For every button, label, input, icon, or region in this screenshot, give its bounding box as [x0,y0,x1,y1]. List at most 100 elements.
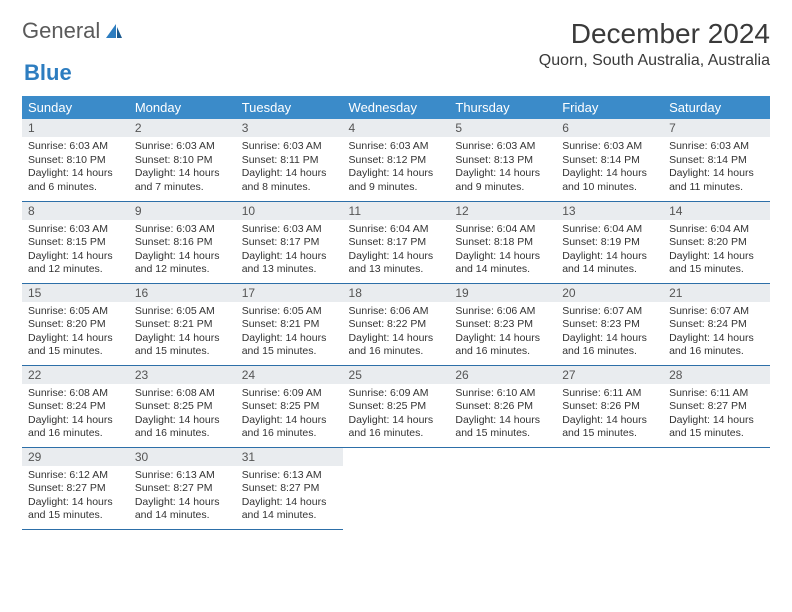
calendar-day-cell: 14Sunrise: 6:04 AMSunset: 8:20 PMDayligh… [663,201,770,283]
weekday-header: Thursday [449,96,556,119]
day-details: Sunrise: 6:04 AMSunset: 8:17 PMDaylight:… [343,220,450,282]
weekday-header: Wednesday [343,96,450,119]
day-details: Sunrise: 6:03 AMSunset: 8:16 PMDaylight:… [129,220,236,282]
calendar-day-cell: 27Sunrise: 6:11 AMSunset: 8:26 PMDayligh… [556,365,663,447]
day-details: Sunrise: 6:06 AMSunset: 8:22 PMDaylight:… [343,302,450,364]
day-number: 13 [556,202,663,220]
day-details: Sunrise: 6:03 AMSunset: 8:13 PMDaylight:… [449,137,556,199]
calendar-week-row: 22Sunrise: 6:08 AMSunset: 8:24 PMDayligh… [22,365,770,447]
day-number: 29 [22,448,129,466]
calendar-day-cell: 16Sunrise: 6:05 AMSunset: 8:21 PMDayligh… [129,283,236,365]
weekday-header: Monday [129,96,236,119]
day-details: Sunrise: 6:03 AMSunset: 8:17 PMDaylight:… [236,220,343,282]
day-number: 26 [449,366,556,384]
day-number: 20 [556,284,663,302]
calendar-week-row: 15Sunrise: 6:05 AMSunset: 8:20 PMDayligh… [22,283,770,365]
day-number: 1 [22,119,129,137]
calendar-day-cell: 23Sunrise: 6:08 AMSunset: 8:25 PMDayligh… [129,365,236,447]
day-number: 23 [129,366,236,384]
day-details: Sunrise: 6:03 AMSunset: 8:10 PMDaylight:… [22,137,129,199]
calendar-day-cell: 22Sunrise: 6:08 AMSunset: 8:24 PMDayligh… [22,365,129,447]
day-number: 31 [236,448,343,466]
day-details: Sunrise: 6:08 AMSunset: 8:25 PMDaylight:… [129,384,236,446]
day-details: Sunrise: 6:08 AMSunset: 8:24 PMDaylight:… [22,384,129,446]
day-number: 22 [22,366,129,384]
day-details: Sunrise: 6:04 AMSunset: 8:20 PMDaylight:… [663,220,770,282]
day-number: 10 [236,202,343,220]
weekday-header: Sunday [22,96,129,119]
calendar-day-cell: 29Sunrise: 6:12 AMSunset: 8:27 PMDayligh… [22,447,129,529]
calendar-day-cell: 8Sunrise: 6:03 AMSunset: 8:15 PMDaylight… [22,201,129,283]
calendar-day-cell: 21Sunrise: 6:07 AMSunset: 8:24 PMDayligh… [663,283,770,365]
logo-word-general: General [22,18,100,44]
day-number: 25 [343,366,450,384]
calendar-day-cell: 15Sunrise: 6:05 AMSunset: 8:20 PMDayligh… [22,283,129,365]
weekday-header: Saturday [663,96,770,119]
calendar-empty-cell [556,447,663,529]
calendar-day-cell: 3Sunrise: 6:03 AMSunset: 8:11 PMDaylight… [236,119,343,201]
calendar-week-row: 8Sunrise: 6:03 AMSunset: 8:15 PMDaylight… [22,201,770,283]
calendar-day-cell: 10Sunrise: 6:03 AMSunset: 8:17 PMDayligh… [236,201,343,283]
day-number: 21 [663,284,770,302]
calendar-day-cell: 2Sunrise: 6:03 AMSunset: 8:10 PMDaylight… [129,119,236,201]
weekday-header: Friday [556,96,663,119]
day-number: 30 [129,448,236,466]
day-number: 14 [663,202,770,220]
calendar-day-cell: 5Sunrise: 6:03 AMSunset: 8:13 PMDaylight… [449,119,556,201]
day-details: Sunrise: 6:12 AMSunset: 8:27 PMDaylight:… [22,466,129,528]
day-details: Sunrise: 6:09 AMSunset: 8:25 PMDaylight:… [236,384,343,446]
calendar-day-cell: 28Sunrise: 6:11 AMSunset: 8:27 PMDayligh… [663,365,770,447]
calendar-empty-cell [343,447,450,529]
logo: General [22,18,126,44]
calendar-empty-cell [449,447,556,529]
day-details: Sunrise: 6:07 AMSunset: 8:23 PMDaylight:… [556,302,663,364]
calendar-day-cell: 1Sunrise: 6:03 AMSunset: 8:10 PMDaylight… [22,119,129,201]
calendar-day-cell: 31Sunrise: 6:13 AMSunset: 8:27 PMDayligh… [236,447,343,529]
day-number: 5 [449,119,556,137]
day-details: Sunrise: 6:03 AMSunset: 8:14 PMDaylight:… [663,137,770,199]
day-number: 9 [129,202,236,220]
day-number: 11 [343,202,450,220]
day-details: Sunrise: 6:03 AMSunset: 8:15 PMDaylight:… [22,220,129,282]
day-details: Sunrise: 6:11 AMSunset: 8:27 PMDaylight:… [663,384,770,446]
day-number: 17 [236,284,343,302]
logo-word-blue: Blue [24,60,72,85]
calendar-day-cell: 26Sunrise: 6:10 AMSunset: 8:26 PMDayligh… [449,365,556,447]
calendar-day-cell: 4Sunrise: 6:03 AMSunset: 8:12 PMDaylight… [343,119,450,201]
calendar-day-cell: 13Sunrise: 6:04 AMSunset: 8:19 PMDayligh… [556,201,663,283]
day-number: 12 [449,202,556,220]
day-number: 7 [663,119,770,137]
day-details: Sunrise: 6:04 AMSunset: 8:18 PMDaylight:… [449,220,556,282]
day-details: Sunrise: 6:03 AMSunset: 8:14 PMDaylight:… [556,137,663,199]
day-details: Sunrise: 6:06 AMSunset: 8:23 PMDaylight:… [449,302,556,364]
logo-sail-icon [104,22,124,40]
calendar-body: 1Sunrise: 6:03 AMSunset: 8:10 PMDaylight… [22,119,770,529]
day-number: 2 [129,119,236,137]
title-block: December 2024 Quorn, South Australia, Au… [539,18,770,78]
day-details: Sunrise: 6:07 AMSunset: 8:24 PMDaylight:… [663,302,770,364]
calendar-day-cell: 11Sunrise: 6:04 AMSunset: 8:17 PMDayligh… [343,201,450,283]
location-text: Quorn, South Australia, Australia [539,52,770,70]
day-details: Sunrise: 6:03 AMSunset: 8:12 PMDaylight:… [343,137,450,199]
day-number: 19 [449,284,556,302]
calendar-day-cell: 6Sunrise: 6:03 AMSunset: 8:14 PMDaylight… [556,119,663,201]
calendar-day-cell: 9Sunrise: 6:03 AMSunset: 8:16 PMDaylight… [129,201,236,283]
calendar-day-cell: 7Sunrise: 6:03 AMSunset: 8:14 PMDaylight… [663,119,770,201]
calendar-day-cell: 20Sunrise: 6:07 AMSunset: 8:23 PMDayligh… [556,283,663,365]
calendar-week-row: 1Sunrise: 6:03 AMSunset: 8:10 PMDaylight… [22,119,770,201]
calendar-day-cell: 12Sunrise: 6:04 AMSunset: 8:18 PMDayligh… [449,201,556,283]
calendar-empty-cell [663,447,770,529]
day-number: 4 [343,119,450,137]
calendar-day-cell: 30Sunrise: 6:13 AMSunset: 8:27 PMDayligh… [129,447,236,529]
calendar-day-cell: 25Sunrise: 6:09 AMSunset: 8:25 PMDayligh… [343,365,450,447]
day-details: Sunrise: 6:05 AMSunset: 8:21 PMDaylight:… [129,302,236,364]
calendar-day-cell: 18Sunrise: 6:06 AMSunset: 8:22 PMDayligh… [343,283,450,365]
day-number: 27 [556,366,663,384]
day-details: Sunrise: 6:03 AMSunset: 8:11 PMDaylight:… [236,137,343,199]
day-details: Sunrise: 6:11 AMSunset: 8:26 PMDaylight:… [556,384,663,446]
day-details: Sunrise: 6:13 AMSunset: 8:27 PMDaylight:… [236,466,343,528]
day-number: 15 [22,284,129,302]
calendar-day-cell: 19Sunrise: 6:06 AMSunset: 8:23 PMDayligh… [449,283,556,365]
calendar-day-cell: 17Sunrise: 6:05 AMSunset: 8:21 PMDayligh… [236,283,343,365]
day-details: Sunrise: 6:04 AMSunset: 8:19 PMDaylight:… [556,220,663,282]
